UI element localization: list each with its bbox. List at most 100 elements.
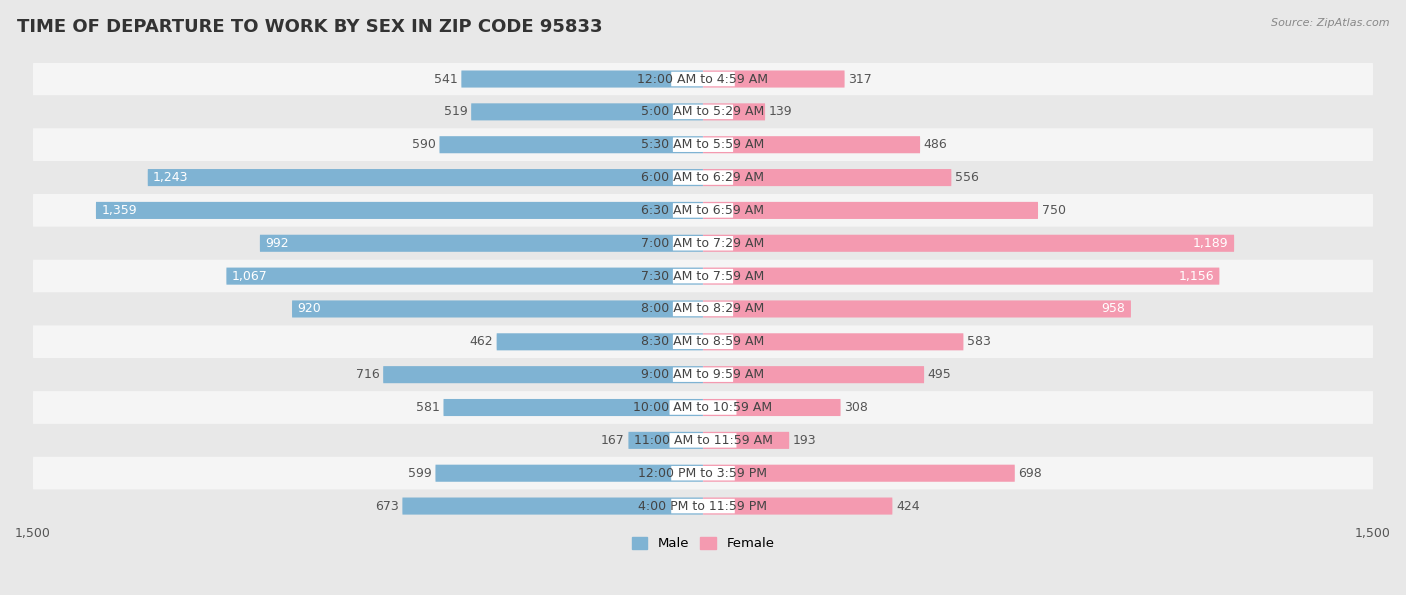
- Text: 193: 193: [793, 434, 817, 447]
- Text: 590: 590: [412, 138, 436, 151]
- FancyBboxPatch shape: [260, 235, 703, 252]
- FancyBboxPatch shape: [384, 366, 703, 383]
- Text: 1,156: 1,156: [1178, 270, 1213, 283]
- FancyBboxPatch shape: [440, 136, 703, 154]
- Text: TIME OF DEPARTURE TO WORK BY SEX IN ZIP CODE 95833: TIME OF DEPARTURE TO WORK BY SEX IN ZIP …: [17, 18, 602, 36]
- Text: 1,067: 1,067: [232, 270, 267, 283]
- FancyBboxPatch shape: [703, 300, 1130, 318]
- Text: 8:00 AM to 8:29 AM: 8:00 AM to 8:29 AM: [641, 302, 765, 315]
- FancyBboxPatch shape: [32, 95, 1374, 129]
- FancyBboxPatch shape: [673, 105, 733, 119]
- Text: 139: 139: [769, 105, 793, 118]
- FancyBboxPatch shape: [703, 432, 789, 449]
- Text: 716: 716: [356, 368, 380, 381]
- Text: 6:00 AM to 6:29 AM: 6:00 AM to 6:29 AM: [641, 171, 765, 184]
- Text: 11:00 AM to 11:59 AM: 11:00 AM to 11:59 AM: [634, 434, 772, 447]
- FancyBboxPatch shape: [32, 424, 1374, 457]
- FancyBboxPatch shape: [32, 457, 1374, 490]
- Text: 9:00 AM to 9:59 AM: 9:00 AM to 9:59 AM: [641, 368, 765, 381]
- FancyBboxPatch shape: [703, 465, 1015, 482]
- Text: Source: ZipAtlas.com: Source: ZipAtlas.com: [1271, 18, 1389, 28]
- FancyBboxPatch shape: [673, 170, 733, 185]
- FancyBboxPatch shape: [32, 62, 1374, 95]
- FancyBboxPatch shape: [673, 269, 733, 283]
- FancyBboxPatch shape: [671, 466, 735, 481]
- FancyBboxPatch shape: [32, 358, 1374, 391]
- Text: 541: 541: [434, 73, 458, 86]
- Text: 920: 920: [298, 302, 321, 315]
- Text: 12:00 PM to 3:59 PM: 12:00 PM to 3:59 PM: [638, 466, 768, 480]
- FancyBboxPatch shape: [32, 325, 1374, 358]
- FancyBboxPatch shape: [673, 236, 733, 250]
- FancyBboxPatch shape: [96, 202, 703, 219]
- FancyBboxPatch shape: [703, 333, 963, 350]
- FancyBboxPatch shape: [32, 490, 1374, 522]
- Text: 308: 308: [844, 401, 868, 414]
- Text: 1,243: 1,243: [153, 171, 188, 184]
- Text: 519: 519: [444, 105, 468, 118]
- FancyBboxPatch shape: [703, 169, 952, 186]
- Text: 4:00 PM to 11:59 PM: 4:00 PM to 11:59 PM: [638, 500, 768, 512]
- FancyBboxPatch shape: [703, 202, 1038, 219]
- FancyBboxPatch shape: [628, 432, 703, 449]
- FancyBboxPatch shape: [673, 334, 733, 349]
- FancyBboxPatch shape: [436, 465, 703, 482]
- FancyBboxPatch shape: [443, 399, 703, 416]
- Legend: Male, Female: Male, Female: [631, 537, 775, 550]
- Text: 958: 958: [1102, 302, 1126, 315]
- FancyBboxPatch shape: [402, 497, 703, 515]
- FancyBboxPatch shape: [671, 499, 735, 513]
- FancyBboxPatch shape: [226, 268, 703, 284]
- Text: 5:00 AM to 5:29 AM: 5:00 AM to 5:29 AM: [641, 105, 765, 118]
- FancyBboxPatch shape: [703, 235, 1234, 252]
- FancyBboxPatch shape: [32, 259, 1374, 293]
- FancyBboxPatch shape: [703, 268, 1219, 284]
- Text: 556: 556: [955, 171, 979, 184]
- Text: 317: 317: [848, 73, 872, 86]
- FancyBboxPatch shape: [703, 399, 841, 416]
- FancyBboxPatch shape: [703, 497, 893, 515]
- Text: 6:30 AM to 6:59 AM: 6:30 AM to 6:59 AM: [641, 204, 765, 217]
- FancyBboxPatch shape: [32, 129, 1374, 161]
- FancyBboxPatch shape: [496, 333, 703, 350]
- FancyBboxPatch shape: [669, 433, 737, 447]
- Text: 10:00 AM to 10:59 AM: 10:00 AM to 10:59 AM: [634, 401, 772, 414]
- FancyBboxPatch shape: [703, 366, 924, 383]
- Text: 673: 673: [375, 500, 399, 512]
- FancyBboxPatch shape: [32, 194, 1374, 227]
- FancyBboxPatch shape: [669, 400, 737, 415]
- Text: 7:30 AM to 7:59 AM: 7:30 AM to 7:59 AM: [641, 270, 765, 283]
- FancyBboxPatch shape: [673, 137, 733, 152]
- Text: 7:00 AM to 7:29 AM: 7:00 AM to 7:29 AM: [641, 237, 765, 250]
- FancyBboxPatch shape: [703, 70, 845, 87]
- Text: 1,359: 1,359: [101, 204, 136, 217]
- Text: 581: 581: [416, 401, 440, 414]
- FancyBboxPatch shape: [671, 72, 735, 86]
- Text: 5:30 AM to 5:59 AM: 5:30 AM to 5:59 AM: [641, 138, 765, 151]
- Text: 8:30 AM to 8:59 AM: 8:30 AM to 8:59 AM: [641, 336, 765, 348]
- Text: 486: 486: [924, 138, 948, 151]
- Text: 750: 750: [1042, 204, 1066, 217]
- Text: 495: 495: [928, 368, 952, 381]
- FancyBboxPatch shape: [32, 161, 1374, 194]
- FancyBboxPatch shape: [32, 293, 1374, 325]
- FancyBboxPatch shape: [673, 367, 733, 382]
- Text: 698: 698: [1018, 466, 1042, 480]
- FancyBboxPatch shape: [32, 391, 1374, 424]
- Text: 1,189: 1,189: [1194, 237, 1229, 250]
- Text: 583: 583: [967, 336, 991, 348]
- Text: 12:00 AM to 4:59 AM: 12:00 AM to 4:59 AM: [637, 73, 769, 86]
- FancyBboxPatch shape: [32, 227, 1374, 259]
- FancyBboxPatch shape: [148, 169, 703, 186]
- FancyBboxPatch shape: [703, 136, 920, 154]
- FancyBboxPatch shape: [673, 203, 733, 218]
- FancyBboxPatch shape: [673, 302, 733, 316]
- Text: 462: 462: [470, 336, 494, 348]
- FancyBboxPatch shape: [461, 70, 703, 87]
- Text: 167: 167: [602, 434, 624, 447]
- Text: 599: 599: [408, 466, 432, 480]
- FancyBboxPatch shape: [703, 104, 765, 120]
- FancyBboxPatch shape: [292, 300, 703, 318]
- FancyBboxPatch shape: [471, 104, 703, 120]
- Text: 424: 424: [896, 500, 920, 512]
